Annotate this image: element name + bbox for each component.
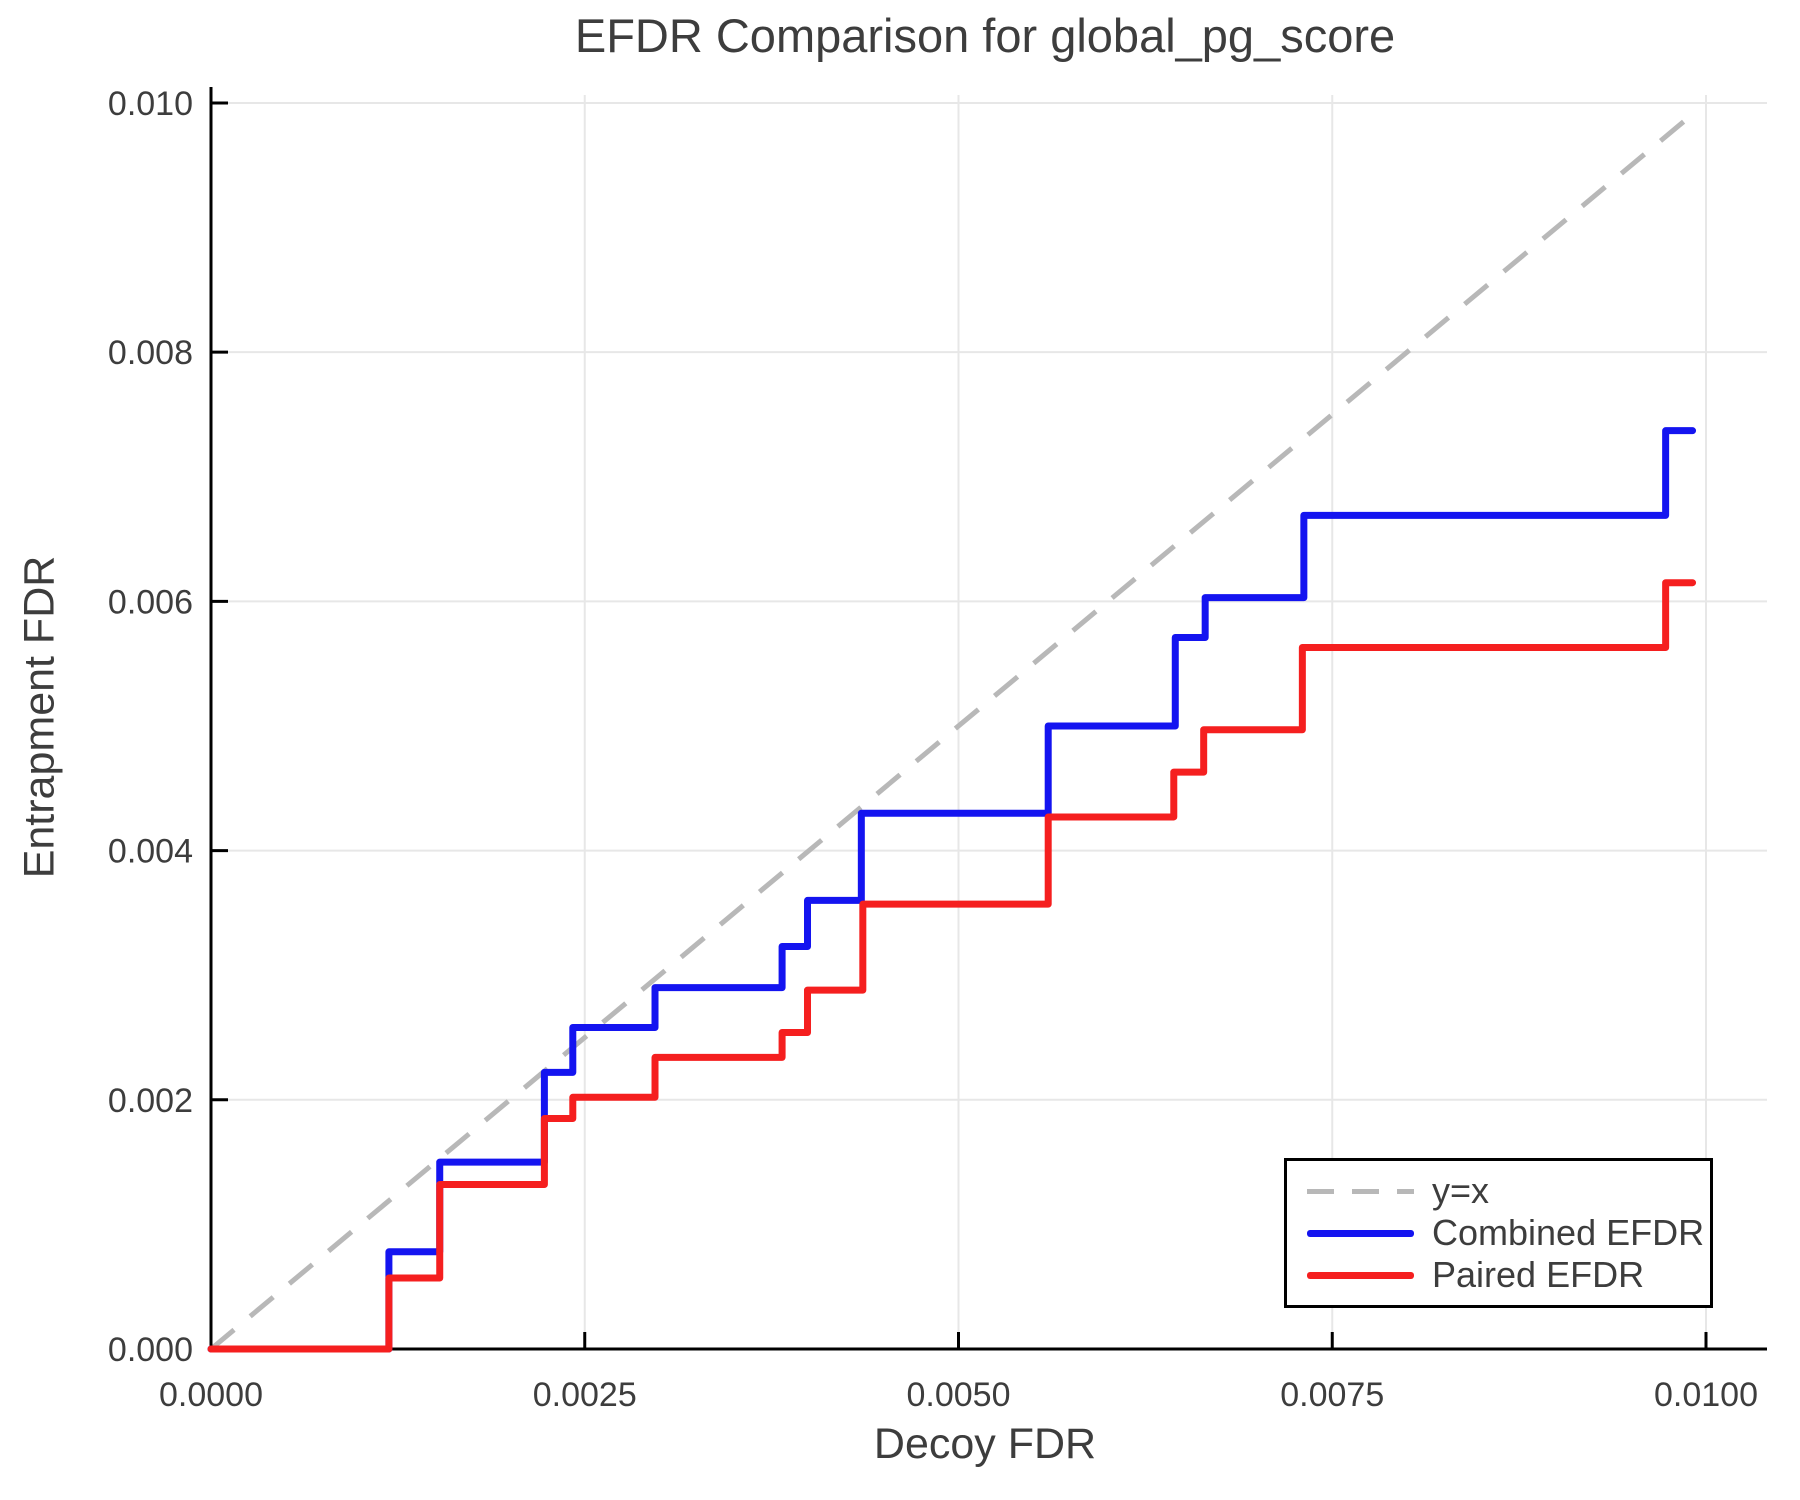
y-tick-label: 0.006 bbox=[108, 583, 193, 621]
y-tick-label: 0.000 bbox=[108, 1331, 193, 1369]
y-tick-label: 0.004 bbox=[108, 833, 193, 871]
red-line-sample bbox=[1307, 1271, 1414, 1279]
legend-label: y=x bbox=[1432, 1170, 1490, 1211]
chart-title: EFDR Comparison for global_pg_score bbox=[574, 9, 1396, 62]
x-axis-title: Decoy FDR bbox=[873, 1420, 1097, 1468]
legend-entry-yx: y=x bbox=[1307, 1170, 1710, 1212]
legend-entry-paired-efdr: Paired EFDR bbox=[1307, 1254, 1710, 1296]
legend-box: y=x Combined EFDR Paired EFDR bbox=[1284, 1158, 1713, 1308]
blue-line-sample bbox=[1307, 1229, 1414, 1237]
x-tick-label: 0.0075 bbox=[1280, 1376, 1384, 1414]
dashed-line-sample bbox=[1307, 1188, 1414, 1194]
y-tick-label: 0.010 bbox=[108, 85, 193, 123]
x-tick-label: 0.0000 bbox=[159, 1376, 263, 1414]
x-tick-label: 0.0100 bbox=[1654, 1376, 1758, 1414]
y-tick-label: 0.002 bbox=[108, 1082, 193, 1120]
identity-line bbox=[209, 108, 1699, 1351]
x-tick-label: 0.0025 bbox=[533, 1376, 637, 1414]
legend-entry-combined-efdr: Combined EFDR bbox=[1307, 1212, 1710, 1254]
x-tick-label: 0.0050 bbox=[907, 1376, 1011, 1414]
series-paired-efdr bbox=[207, 579, 1697, 1353]
y-tick-label: 0.008 bbox=[108, 334, 193, 372]
legend-label: Paired EFDR bbox=[1432, 1254, 1645, 1295]
y-axis-title: Entrapment FDR bbox=[15, 555, 64, 879]
legend-label: Combined EFDR bbox=[1432, 1212, 1705, 1253]
series-combined-efdr bbox=[207, 427, 1697, 1353]
